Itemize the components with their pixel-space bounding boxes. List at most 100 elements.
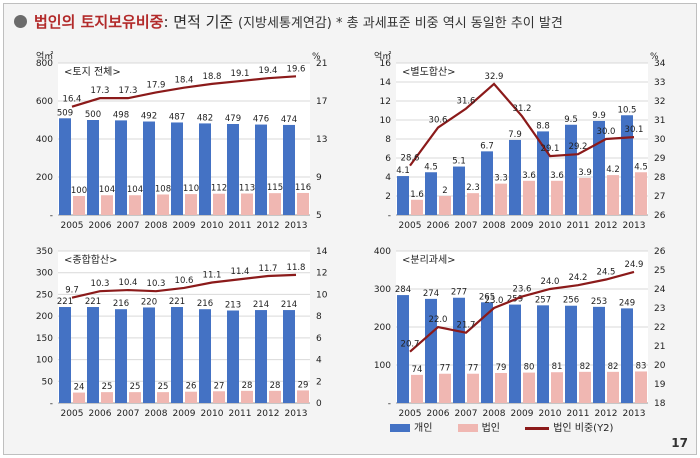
bar-individual <box>621 115 633 215</box>
x-tick-label: 2008 <box>483 409 506 419</box>
x-tick-label: 2011 <box>567 409 590 419</box>
x-tick-label: 2012 <box>595 409 618 419</box>
bar-individual <box>453 166 465 215</box>
bar-label-individual: 221 <box>169 297 185 307</box>
bar-individual <box>171 122 183 215</box>
y-tick-label: 100 <box>374 361 391 371</box>
x-tick-label: 2010 <box>201 221 224 231</box>
y2-tick-label: 14 <box>316 247 328 257</box>
bar-label-individual: 256 <box>563 296 579 306</box>
x-tick-label: 2006 <box>89 409 112 419</box>
bar-individual <box>283 124 295 215</box>
share-line-label: 17.3 <box>91 86 110 96</box>
share-line-label: 10.4 <box>119 278 138 288</box>
source-note: (지방세통계연감) <box>238 16 332 31</box>
share-line-label: 22.0 <box>429 315 448 325</box>
x-tick-label: 2005 <box>399 409 422 419</box>
share-line-label: 24.9 <box>625 260 644 270</box>
bar-label-corporation: 74 <box>412 365 423 375</box>
share-line-label: 23.6 <box>513 285 532 295</box>
bar-label-corporation: 110 <box>183 184 199 194</box>
bar-individual <box>143 121 155 215</box>
bar-individual <box>425 172 437 215</box>
bar-individual <box>593 306 605 403</box>
left-unit-label: 억㎡ <box>36 50 53 62</box>
x-tick-label: 2007 <box>455 409 478 419</box>
y2-tick-label: 10 <box>316 290 328 300</box>
y-tick-label: 4 <box>385 173 391 183</box>
share-line-label: 24.2 <box>569 273 588 283</box>
bar-label-corporation: 80 <box>524 363 535 373</box>
chart-panel-comprehensive: -50 100 150 200 250 300 350 0 2 4 6 8 10 12 14 <종합합산> 20… <box>8 233 354 433</box>
y2-tick-label: 26 <box>654 211 666 221</box>
bar-individual <box>143 307 155 403</box>
bar-label-individual: 509 <box>57 108 73 118</box>
y2-tick-label: 6 <box>316 334 322 344</box>
bar-label-individual: 277 <box>451 288 467 298</box>
bar-individual <box>621 308 633 403</box>
share-line-label: 11.8 <box>287 263 306 273</box>
bar-individual <box>509 139 521 215</box>
y-tick-label: - <box>388 399 391 409</box>
y-tick-label: 600 <box>36 97 53 107</box>
bar-corporation <box>635 371 647 403</box>
bar-label-corporation: 108 <box>155 184 171 194</box>
bar-label-corporation: 81 <box>552 362 563 372</box>
bar-label-corporation: 4.2 <box>606 165 620 175</box>
bar-individual <box>59 118 71 215</box>
x-tick-label: 2008 <box>145 409 168 419</box>
y2-tick-label: 28 <box>654 173 666 183</box>
x-tick-label: 2009 <box>511 221 534 231</box>
bar-corporation <box>73 392 85 403</box>
share-line-label: 11.4 <box>231 267 250 277</box>
bar-label-corporation: 79 <box>496 363 507 373</box>
share-line-label: 29.2 <box>569 142 588 152</box>
bar-label-corporation: 83 <box>636 361 647 371</box>
bar-individual <box>509 304 521 403</box>
bar-corporation <box>269 193 281 215</box>
y-tick-label: - <box>50 399 53 409</box>
y2-tick-label: 21 <box>654 342 665 352</box>
x-tick-label: 2010 <box>539 409 562 419</box>
bar-corporation <box>297 390 309 403</box>
bar-label-individual: 257 <box>535 295 551 305</box>
bar-label-individual: 216 <box>113 299 129 309</box>
chart-panel-separate: - 2 4 6 8 10 12 14 16 26 27 28 29 30 31 32 33 34 억㎡% <별도합산>… <box>346 45 692 245</box>
bar-individual <box>481 151 493 215</box>
left-unit-label: 억㎡ <box>374 50 391 62</box>
share-line-label: 11.7 <box>259 264 278 274</box>
bar-label-corporation: 115 <box>267 183 283 193</box>
y-tick-label: 2 <box>385 192 391 202</box>
y-tick-label: 250 <box>36 290 53 300</box>
legend-share: 법인 비중(Y2) <box>525 419 613 434</box>
share-line-label: 18.8 <box>203 72 222 82</box>
bar-label-individual: 216 <box>197 299 213 309</box>
legend-line-share <box>525 426 550 430</box>
bar-label-corporation: 27 <box>214 381 225 391</box>
bar-corporation <box>495 183 507 215</box>
y2-tick-label: 33 <box>654 78 665 88</box>
bar-individual <box>255 124 267 215</box>
y2-tick-label: 21 <box>316 59 327 69</box>
bar-corporation <box>129 195 141 215</box>
bar-corporation <box>73 196 85 215</box>
x-tick-label: 2013 <box>285 409 308 419</box>
x-tick-label: 2008 <box>483 221 506 231</box>
bar-corporation <box>467 193 479 215</box>
y-tick-label: - <box>388 211 391 221</box>
y2-tick-label: 5 <box>316 211 322 221</box>
y-tick-label: 300 <box>374 285 391 295</box>
bar-corporation <box>101 195 113 215</box>
y-tick-label: 10 <box>380 116 392 126</box>
bar-corporation <box>551 180 563 215</box>
y2-tick-label: 19 <box>654 380 666 390</box>
bar-individual <box>453 297 465 403</box>
y-tick-label: 16 <box>380 59 392 69</box>
bar-label-individual: 249 <box>619 298 635 308</box>
bar-individual <box>171 307 183 403</box>
y2-tick-label: 22 <box>654 323 665 333</box>
bar-corporation <box>241 390 253 403</box>
y2-tick-label: 13 <box>316 135 327 145</box>
bar-label-corporation: 25 <box>102 382 113 392</box>
bar-individual <box>425 298 437 403</box>
